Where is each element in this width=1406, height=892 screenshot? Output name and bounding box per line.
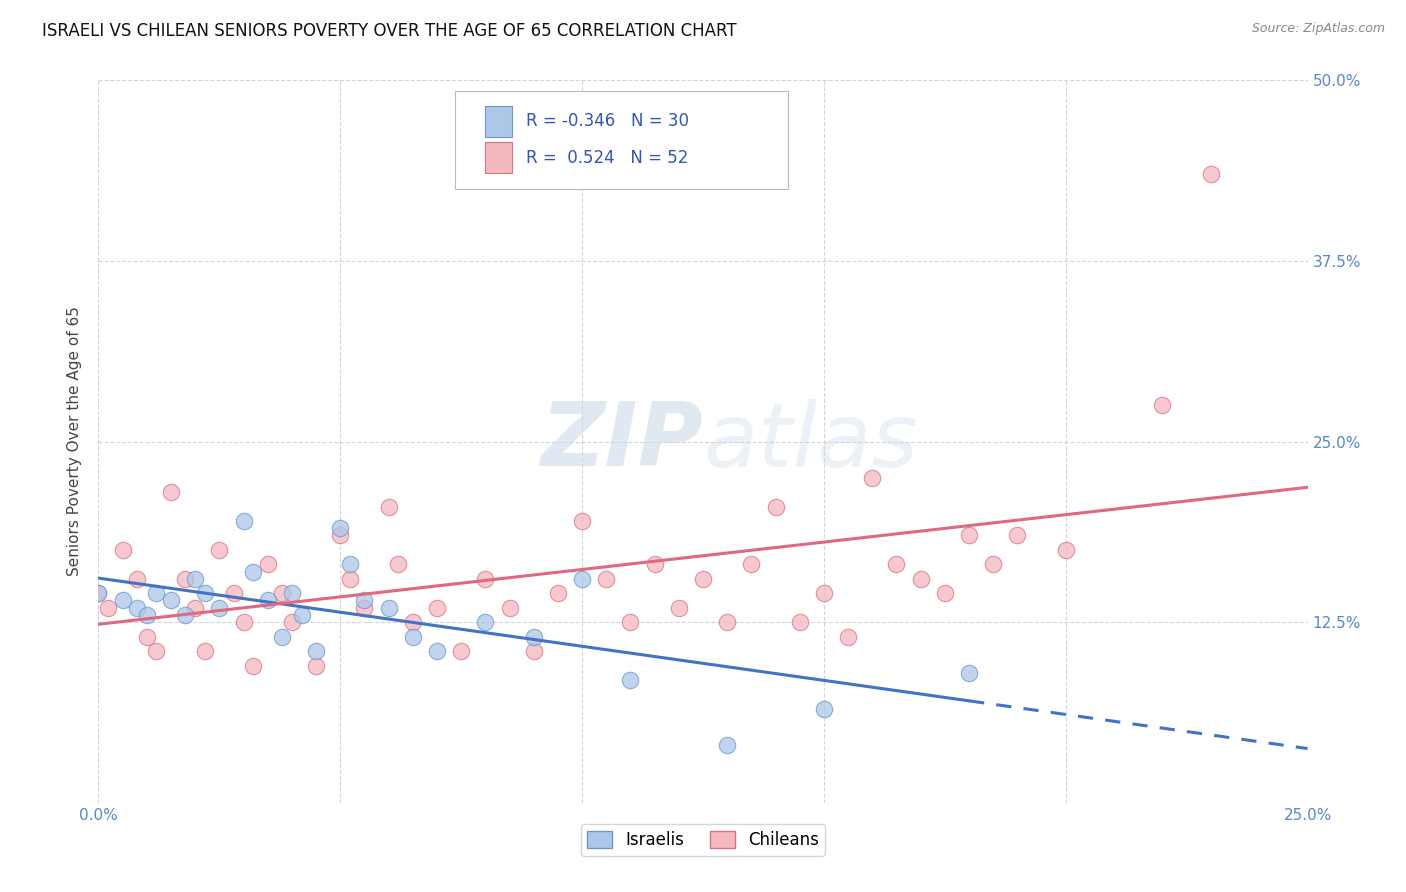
Text: ISRAELI VS CHILEAN SENIORS POVERTY OVER THE AGE OF 65 CORRELATION CHART: ISRAELI VS CHILEAN SENIORS POVERTY OVER …: [42, 22, 737, 40]
Point: [740, 558, 762, 572]
Point: [644, 558, 666, 572]
Point: [339, 558, 361, 572]
FancyBboxPatch shape: [456, 91, 787, 189]
Point: [692, 572, 714, 586]
Point: [127, 572, 149, 586]
Point: [329, 521, 352, 535]
Point: [242, 658, 264, 673]
Point: [174, 607, 197, 622]
Point: [256, 593, 278, 607]
Point: [571, 572, 593, 586]
Point: [860, 470, 883, 484]
Point: [271, 630, 294, 644]
Point: [547, 586, 569, 600]
Point: [87, 586, 110, 600]
Point: [789, 615, 811, 630]
Point: [127, 600, 149, 615]
Point: [160, 485, 183, 500]
Point: [281, 586, 304, 600]
Point: [910, 572, 932, 586]
Point: [305, 644, 328, 658]
Point: [290, 607, 312, 622]
Point: [813, 586, 835, 600]
Point: [222, 586, 245, 600]
Point: [1199, 167, 1222, 181]
Point: [329, 528, 352, 542]
Point: [194, 644, 217, 658]
Point: [242, 565, 264, 579]
Point: [111, 593, 134, 607]
Point: [716, 738, 738, 752]
Point: [498, 600, 520, 615]
Point: [619, 673, 641, 687]
Point: [353, 600, 375, 615]
Text: Source: ZipAtlas.com: Source: ZipAtlas.com: [1251, 22, 1385, 36]
Point: [387, 558, 409, 572]
Point: [353, 593, 375, 607]
Point: [145, 586, 167, 600]
Point: [184, 572, 207, 586]
Point: [886, 558, 908, 572]
Text: R = -0.346   N = 30: R = -0.346 N = 30: [526, 112, 689, 130]
Point: [668, 600, 690, 615]
Point: [523, 644, 546, 658]
Point: [571, 514, 593, 528]
Point: [813, 702, 835, 716]
Point: [97, 600, 120, 615]
Point: [232, 615, 254, 630]
Point: [402, 615, 425, 630]
Y-axis label: Seniors Poverty Over the Age of 65: Seniors Poverty Over the Age of 65: [67, 307, 83, 576]
Point: [450, 644, 472, 658]
Point: [87, 586, 110, 600]
Point: [1007, 528, 1029, 542]
Point: [194, 586, 217, 600]
Point: [305, 658, 328, 673]
Point: [111, 542, 134, 557]
Point: [184, 600, 207, 615]
Point: [377, 500, 399, 514]
Point: [981, 558, 1004, 572]
Point: [957, 665, 980, 680]
Point: [232, 514, 254, 528]
Point: [474, 615, 496, 630]
FancyBboxPatch shape: [485, 106, 512, 136]
Point: [1152, 398, 1174, 412]
Point: [208, 542, 231, 557]
Point: [377, 600, 399, 615]
Point: [281, 615, 304, 630]
Point: [160, 593, 183, 607]
Point: [135, 630, 157, 644]
Point: [426, 600, 449, 615]
Point: [716, 615, 738, 630]
Point: [339, 572, 361, 586]
Point: [934, 586, 956, 600]
Point: [402, 630, 425, 644]
Point: [174, 572, 197, 586]
Legend: Israelis, Chileans: Israelis, Chileans: [581, 824, 825, 856]
Text: atlas: atlas: [703, 399, 918, 484]
Point: [957, 528, 980, 542]
Point: [426, 644, 449, 658]
Point: [145, 644, 167, 658]
Point: [619, 615, 641, 630]
Point: [523, 630, 546, 644]
Point: [135, 607, 157, 622]
Point: [595, 572, 617, 586]
Point: [474, 572, 496, 586]
Point: [1054, 542, 1077, 557]
Point: [256, 558, 278, 572]
Point: [765, 500, 787, 514]
Text: ZIP: ZIP: [540, 398, 703, 485]
Point: [271, 586, 294, 600]
FancyBboxPatch shape: [485, 143, 512, 173]
Text: R =  0.524   N = 52: R = 0.524 N = 52: [526, 149, 689, 167]
Point: [837, 630, 859, 644]
Point: [208, 600, 231, 615]
